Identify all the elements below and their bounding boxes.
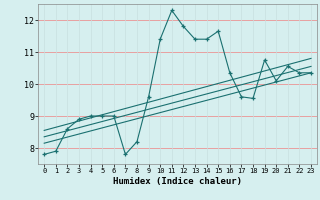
X-axis label: Humidex (Indice chaleur): Humidex (Indice chaleur) (113, 177, 242, 186)
